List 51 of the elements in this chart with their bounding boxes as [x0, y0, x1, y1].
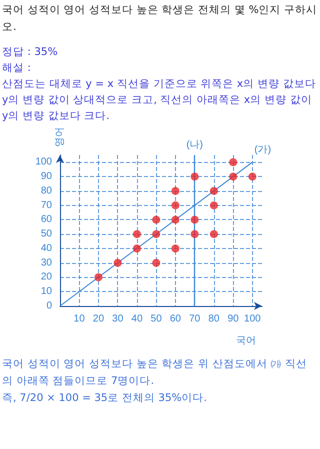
y-tick-label: 0 [46, 300, 52, 312]
x-tick-label: 10 [74, 314, 86, 324]
text: 국어 성적이 영어 성적보다 높은 학생은 위 산점도에서 ㈎ 직선의 아래쪽 점들이므로 7명이다. [1, 357, 308, 389]
y-tick-label: 80 [40, 185, 52, 196]
y-tick-label: 90 [40, 171, 52, 182]
point [248, 172, 256, 181]
x-tick-label: 40 [131, 314, 143, 324]
point [210, 186, 218, 195]
text: 정답 : 35% [1, 45, 59, 60]
x-tick-label: 100 [244, 314, 262, 324]
ref-line-label: (나) [186, 140, 204, 150]
y-tick-label: 10 [40, 286, 52, 298]
text: 산점도는 대체로 y = x 직선을 기준으로 위쪽은 x의 변량 값보다 y의 변량 값이 상대적으로 크고, 직선의 아래쪽은 x의 변량 값이 y의 변량 값보다 크다. [1, 77, 317, 124]
point [152, 230, 160, 238]
y-axis-title: 영어 [54, 127, 66, 147]
x-tick-label: 80 [208, 314, 220, 324]
point [190, 230, 199, 238]
point [94, 273, 102, 282]
chart-title: 국어 성적이 영어 성적보다 높은 학생은 전체의 몇 %인지 구하시오. [1, 3, 318, 35]
y-tick-label: 30 [40, 257, 52, 268]
x-axis-title: 국어 [236, 336, 256, 346]
point [152, 258, 160, 267]
point [210, 201, 218, 210]
y-tick-label: 40 [40, 242, 52, 254]
text: 해설 : [1, 61, 32, 76]
x-tick-label: 90 [228, 314, 240, 324]
y-tick-label: 70 [40, 200, 52, 211]
series-label: (가) [254, 144, 272, 156]
point [190, 216, 199, 224]
x-tick-label: 50 [150, 314, 162, 324]
point [171, 201, 180, 210]
y-tick-label: 60 [40, 214, 52, 226]
x-tick-label: 30 [112, 314, 124, 324]
point [132, 244, 141, 252]
point [171, 186, 180, 195]
y-tick-label: 100 [35, 156, 52, 168]
point [190, 172, 199, 181]
point [171, 216, 180, 224]
point [229, 158, 238, 166]
point [114, 258, 122, 267]
x-tick-label: 20 [92, 314, 104, 324]
point [229, 172, 238, 181]
point [132, 230, 141, 238]
x-tick-label: 60 [170, 314, 182, 324]
point [171, 244, 180, 252]
y-tick-label: 20 [40, 272, 52, 283]
y-tick-label: 50 [40, 228, 52, 240]
text: 즉, 7/20 × 100 = 35로 전체의 35%이다. [1, 391, 208, 406]
point [210, 230, 218, 238]
point [152, 216, 160, 224]
x-tick-label: 70 [189, 314, 201, 324]
